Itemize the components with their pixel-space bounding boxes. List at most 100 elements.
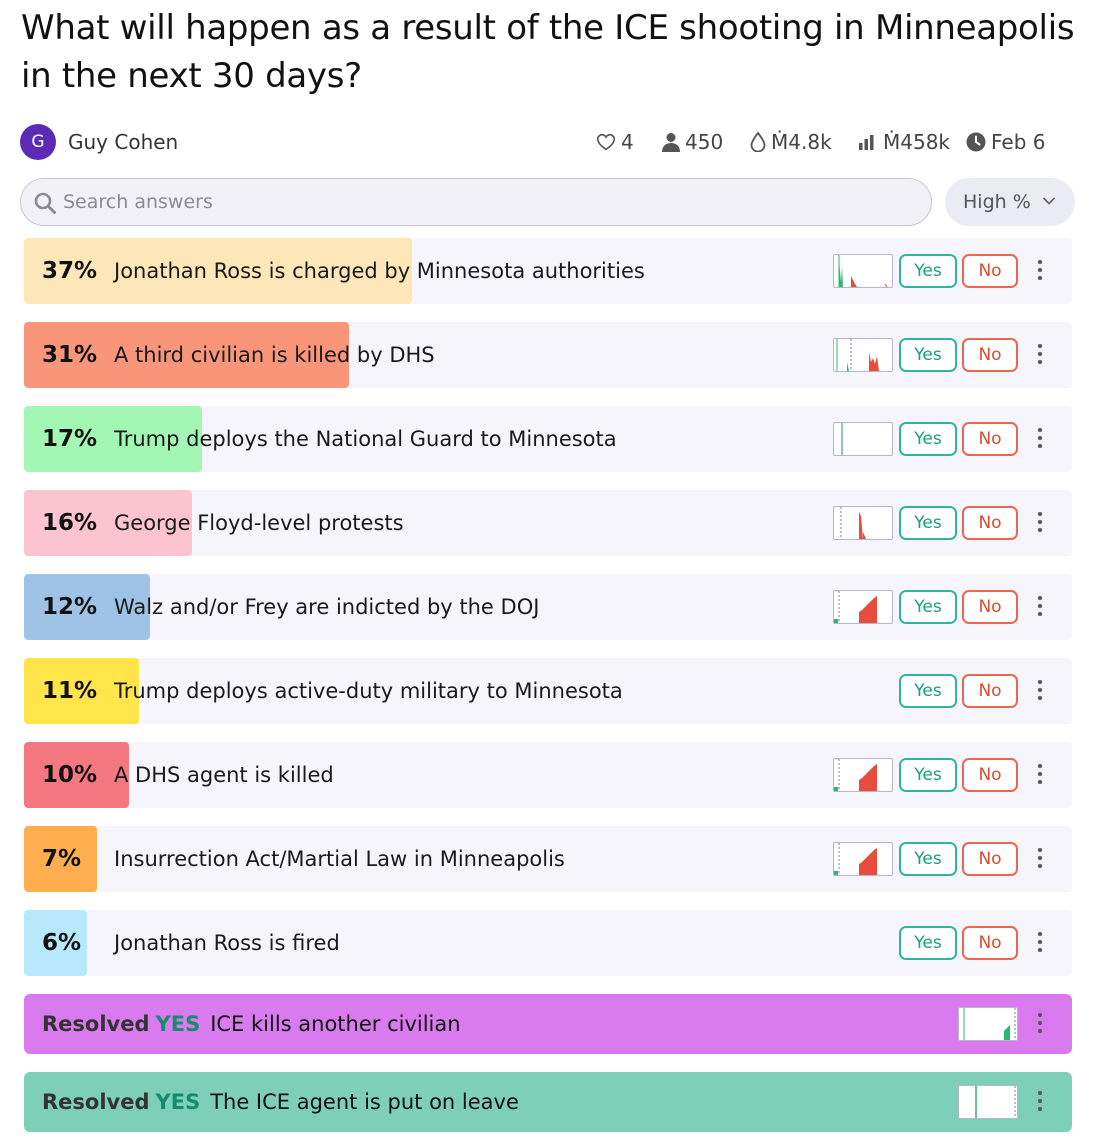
bar-chart-icon bbox=[859, 135, 874, 150]
buy-yes-button[interactable]: Yes bbox=[899, 842, 957, 876]
buy-no-button[interactable]: No bbox=[962, 254, 1018, 288]
probability-sparkline bbox=[833, 422, 893, 456]
answer-row[interactable]: 31% A third civilian is killed by DHS Yes N… bbox=[24, 322, 1072, 388]
buy-no-button[interactable]: No bbox=[962, 422, 1018, 456]
answer-label: ICE kills another civilian bbox=[210, 1012, 461, 1036]
buy-no-button[interactable]: No bbox=[962, 674, 1018, 708]
more-options-icon[interactable] bbox=[1028, 928, 1052, 958]
droplet-icon bbox=[750, 132, 766, 152]
answer-row[interactable]: 17% Trump deploys the National Guard to M… bbox=[24, 406, 1072, 472]
probability-bar bbox=[24, 742, 129, 808]
answer-row[interactable]: 12% Walz and/or Frey are indicted by the … bbox=[24, 574, 1072, 640]
more-options-icon[interactable] bbox=[1028, 256, 1052, 286]
sort-dropdown[interactable]: High % bbox=[945, 178, 1075, 226]
answer-row[interactable]: 37% Jonathan Ross is charged by Minnesota… bbox=[24, 238, 1072, 304]
probability-sparkline bbox=[958, 1007, 1018, 1041]
probability-bar bbox=[24, 826, 98, 892]
close-date-stat: Feb 6 bbox=[966, 130, 1046, 154]
answer-probability: 10% bbox=[42, 762, 98, 788]
resolved-answer-row[interactable]: Resolved YES ICE kills another civilian bbox=[24, 994, 1072, 1054]
answer-label: The ICE agent is put on leave bbox=[210, 1090, 519, 1114]
resolved-outcome: YES bbox=[155, 1090, 201, 1114]
buy-no-button[interactable]: No bbox=[962, 842, 1018, 876]
answer-label: George Floyd-level protests bbox=[114, 511, 404, 535]
probability-bar bbox=[24, 322, 349, 388]
buy-no-button[interactable]: No bbox=[962, 338, 1018, 372]
likes-stat[interactable]: 4 bbox=[596, 130, 634, 154]
probability-sparkline bbox=[833, 506, 893, 540]
answer-label: Jonathan Ross is charged by Minnesota au… bbox=[114, 259, 645, 283]
chevron-down-icon bbox=[1043, 197, 1055, 205]
user-icon bbox=[662, 133, 680, 152]
probability-bar bbox=[24, 406, 203, 472]
buy-yes-button[interactable]: Yes bbox=[899, 674, 957, 708]
buy-yes-button[interactable]: Yes bbox=[899, 758, 957, 792]
resolved-label: Resolved bbox=[42, 1012, 150, 1036]
answer-label: Walz and/or Frey are indicted by the DOJ bbox=[114, 595, 540, 619]
traders-count: 450 bbox=[685, 130, 724, 154]
more-options-icon[interactable] bbox=[1028, 1009, 1052, 1039]
liquidity-stat: Ṁ4.8k bbox=[750, 130, 832, 154]
probability-bar bbox=[24, 910, 87, 976]
answer-label: Trump deploys active-duty military to Mi… bbox=[114, 679, 623, 703]
volume-stat: Ṁ458k bbox=[858, 130, 950, 154]
buy-yes-button[interactable]: Yes bbox=[899, 254, 957, 288]
resolved-answer-row[interactable]: Resolved YES The ICE agent is put on leave bbox=[24, 1072, 1072, 1132]
answer-probability: 7% bbox=[42, 846, 82, 872]
answer-label: Jonathan Ross is fired bbox=[114, 931, 340, 955]
more-options-icon[interactable] bbox=[1028, 592, 1052, 622]
search-bar[interactable] bbox=[20, 178, 932, 226]
resolved-label: Resolved bbox=[42, 1090, 150, 1114]
answer-row[interactable]: 11% Trump deploys active-duty military to… bbox=[24, 658, 1072, 724]
answer-probability: 6% bbox=[42, 930, 82, 956]
answer-row[interactable]: 6% Jonathan Ross is fired Yes No bbox=[24, 910, 1072, 976]
probability-sparkline bbox=[833, 338, 893, 372]
answer-row[interactable]: 7% Insurrection Act/Martial Law in Minnea… bbox=[24, 826, 1072, 892]
author-name[interactable]: Guy Cohen bbox=[68, 130, 179, 154]
buy-yes-button[interactable]: Yes bbox=[899, 590, 957, 624]
probability-sparkline bbox=[833, 842, 893, 876]
more-options-icon[interactable] bbox=[1028, 844, 1052, 874]
liquidity-value: Ṁ4.8k bbox=[771, 130, 832, 154]
page-title: What will happen as a result of the ICE … bbox=[21, 8, 1075, 96]
answer-label: Trump deploys the National Guard to Minn… bbox=[114, 427, 617, 451]
probability-bar bbox=[24, 574, 150, 640]
answer-probability: 31% bbox=[42, 342, 98, 368]
answer-probability: 37% bbox=[42, 258, 98, 284]
answer-row[interactable]: 16% George Floyd-level protests Yes No bbox=[24, 490, 1072, 556]
resolved-text: Resolved YES The ICE agent is put on leave bbox=[42, 1072, 519, 1132]
answer-probability: 11% bbox=[42, 678, 98, 704]
more-options-icon[interactable] bbox=[1028, 760, 1052, 790]
avatar[interactable]: G bbox=[20, 124, 56, 160]
answer-label: A third civilian is killed by DHS bbox=[114, 343, 435, 367]
buy-yes-button[interactable]: Yes bbox=[899, 422, 957, 456]
volume-value: Ṁ458k bbox=[883, 130, 951, 154]
market-meta: G Guy Cohen 4 450 Ṁ4.8k Ṁ458k Feb 6 bbox=[20, 124, 1080, 160]
more-options-icon[interactable] bbox=[1028, 676, 1052, 706]
more-options-icon[interactable] bbox=[1028, 1087, 1052, 1117]
probability-bar bbox=[24, 490, 192, 556]
traders-stat: 450 bbox=[662, 130, 723, 154]
buy-no-button[interactable]: No bbox=[962, 758, 1018, 792]
probability-bar bbox=[24, 238, 412, 304]
answer-row[interactable]: 10% A DHS agent is killed Yes No bbox=[24, 742, 1072, 808]
more-options-icon[interactable] bbox=[1028, 424, 1052, 454]
buy-yes-button[interactable]: Yes bbox=[899, 926, 957, 960]
buy-yes-button[interactable]: Yes bbox=[899, 338, 957, 372]
search-input[interactable] bbox=[63, 189, 913, 215]
more-options-icon[interactable] bbox=[1028, 508, 1052, 538]
answer-probability: 16% bbox=[42, 510, 98, 536]
buy-yes-button[interactable]: Yes bbox=[899, 506, 957, 540]
answer-probability: 17% bbox=[42, 426, 98, 452]
probability-sparkline bbox=[833, 254, 893, 288]
likes-count: 4 bbox=[621, 130, 634, 154]
more-options-icon[interactable] bbox=[1028, 340, 1052, 370]
buy-no-button[interactable]: No bbox=[962, 590, 1018, 624]
resolved-text: Resolved YES ICE kills another civilian bbox=[42, 994, 461, 1054]
answer-label: A DHS agent is killed bbox=[114, 763, 334, 787]
probability-sparkline bbox=[833, 590, 893, 624]
buy-no-button[interactable]: No bbox=[962, 926, 1018, 960]
sort-label: High % bbox=[963, 191, 1031, 213]
buy-no-button[interactable]: No bbox=[962, 506, 1018, 540]
clock-icon bbox=[966, 132, 986, 152]
